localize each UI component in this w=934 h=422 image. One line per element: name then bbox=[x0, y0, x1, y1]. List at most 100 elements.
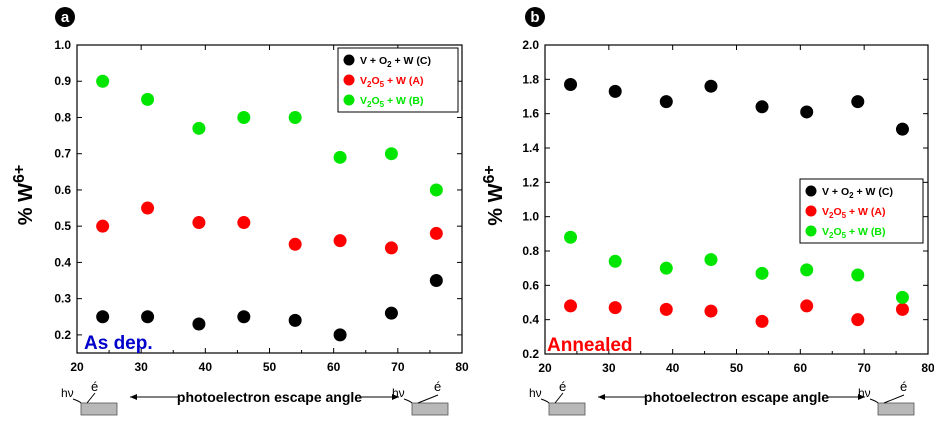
arrow-right-head bbox=[392, 394, 399, 400]
x-tick-label: 30 bbox=[602, 361, 616, 375]
legend-label-part: O bbox=[371, 75, 379, 87]
electron-symbol: é bbox=[434, 379, 441, 394]
data-point-b bbox=[429, 183, 443, 197]
data-point-c bbox=[755, 100, 769, 114]
panel-annotation: Annealed bbox=[547, 335, 633, 356]
sample-block bbox=[411, 402, 449, 416]
legend-label-part: 2 bbox=[849, 191, 854, 200]
data-point-a bbox=[608, 301, 622, 315]
legend-label-part: 2 bbox=[829, 211, 834, 220]
legend: V + O2 + W (C)V2O5 + W (A)V2O5 + W (B) bbox=[337, 47, 459, 113]
photon-symbol: hν bbox=[392, 386, 405, 400]
photon-wave bbox=[540, 398, 550, 404]
legend-label-part: + W (B) bbox=[384, 95, 423, 107]
x-tick-label: 80 bbox=[455, 360, 469, 374]
panel-annotation: As dep. bbox=[84, 333, 153, 354]
data-point-b bbox=[800, 263, 814, 277]
data-point-a bbox=[564, 299, 578, 313]
data-point-b bbox=[895, 290, 909, 304]
arrow-left-head bbox=[130, 394, 137, 400]
data-point-a bbox=[384, 241, 398, 255]
legend-label: V2O5 + W (B) bbox=[822, 226, 885, 240]
x-tick-label: 40 bbox=[199, 360, 213, 374]
legend-label-part: V bbox=[360, 95, 367, 107]
data-point-a bbox=[288, 237, 302, 251]
photon-symbol: hν bbox=[61, 386, 74, 400]
legend-marker bbox=[343, 54, 355, 66]
panel-letter-badge bbox=[55, 7, 75, 27]
data-point-b bbox=[704, 253, 718, 267]
legend-label-part: V bbox=[822, 226, 829, 238]
data-point-b bbox=[659, 261, 673, 275]
panel-a: 20 30 40 50 60 70 80 0.2 0.3 0.4 0.5 0.6 0.7 0.8 0.9 1.… bbox=[11, 7, 469, 416]
x-tick-label: 60 bbox=[327, 360, 341, 374]
panel-letter-badge bbox=[525, 7, 545, 27]
x-axis-label: photoelectron escape angle bbox=[644, 389, 829, 405]
y-axis-label-main: % W bbox=[485, 183, 507, 225]
x-tick-label: 70 bbox=[857, 361, 871, 375]
sample-block bbox=[80, 402, 118, 416]
legend-label-part: V + O bbox=[360, 55, 387, 67]
arrow-left-head bbox=[598, 394, 605, 400]
y-tick-label: 0.9 bbox=[54, 74, 71, 88]
electron-path bbox=[883, 394, 905, 404]
y-tick-label: 0.6 bbox=[522, 278, 539, 292]
x-tick-label: 50 bbox=[263, 360, 277, 374]
x-tick-label: 30 bbox=[134, 360, 148, 374]
x-tick-label: 40 bbox=[666, 361, 680, 375]
data-point-c bbox=[800, 105, 814, 119]
x-tick-label: 80 bbox=[921, 361, 934, 375]
data-point-c bbox=[564, 77, 578, 91]
data-point-b bbox=[237, 110, 251, 124]
y-axis-label: % W6+ bbox=[481, 165, 507, 225]
y-tick-label: 1.4 bbox=[522, 141, 539, 155]
x-tick-label: 70 bbox=[391, 360, 405, 374]
sample-geometry-icon: hν é bbox=[61, 379, 118, 416]
data-point-b bbox=[851, 268, 865, 282]
y-axis-label-main: % W bbox=[15, 183, 37, 225]
data-point-c bbox=[704, 79, 718, 93]
legend-box bbox=[337, 47, 459, 113]
legend-label-part: 2 bbox=[829, 231, 834, 240]
legend-label-part: + W (A) bbox=[846, 206, 885, 218]
y-axis-label-superscript: 6+ bbox=[11, 165, 28, 183]
legend-label-part: + W (A) bbox=[384, 75, 423, 87]
sample-block bbox=[877, 402, 915, 416]
electron-path bbox=[417, 394, 439, 404]
photon-symbol: hν bbox=[529, 386, 542, 400]
legend-label-part: 5 bbox=[842, 211, 847, 220]
data-point-b bbox=[333, 150, 347, 164]
sample-geometry-icon: hν é bbox=[529, 379, 586, 416]
y-tick-label: 2.0 bbox=[522, 38, 539, 52]
y-tick-label: 0.4 bbox=[54, 255, 71, 269]
electron-symbol: é bbox=[91, 379, 98, 394]
data-point-a bbox=[895, 302, 909, 316]
legend-label-part: 5 bbox=[380, 100, 385, 109]
legend-label-part: + W (C) bbox=[392, 55, 431, 67]
data-point-b bbox=[755, 266, 769, 280]
y-axis-label-superscript: 6+ bbox=[481, 165, 498, 183]
data-point-c bbox=[141, 310, 155, 324]
legend-marker bbox=[805, 225, 817, 237]
y-tick-label: 0.4 bbox=[522, 313, 539, 327]
photon-wave bbox=[72, 398, 82, 404]
data-point-a bbox=[141, 201, 155, 215]
data-point-a bbox=[755, 314, 769, 328]
data-point-c bbox=[333, 328, 347, 342]
legend-label-part: O bbox=[833, 206, 841, 218]
legend-label: V + O2 + W (C) bbox=[360, 55, 431, 69]
panel-letter: b bbox=[530, 9, 539, 26]
arrow-right-head bbox=[858, 394, 865, 400]
legend-label-part: + W (B) bbox=[846, 226, 885, 238]
data-point-b bbox=[564, 230, 578, 244]
photon-wave bbox=[869, 398, 879, 404]
legend-label-part: V + O bbox=[822, 186, 849, 198]
panel-b: 20 30 40 50 60 70 80 0.2 0.4 0.6 0.8 1.0 1.2 1.4 1.6 1.… bbox=[481, 7, 934, 416]
photon-wave bbox=[403, 398, 413, 404]
x-tick-label: 20 bbox=[538, 361, 552, 375]
data-point-b bbox=[141, 92, 155, 106]
data-point-b bbox=[96, 74, 110, 88]
legend-label-part: 5 bbox=[842, 231, 847, 240]
legend: V + O2 + W (C)V2O5 + W (A)V2O5 + W (B) bbox=[799, 178, 924, 244]
